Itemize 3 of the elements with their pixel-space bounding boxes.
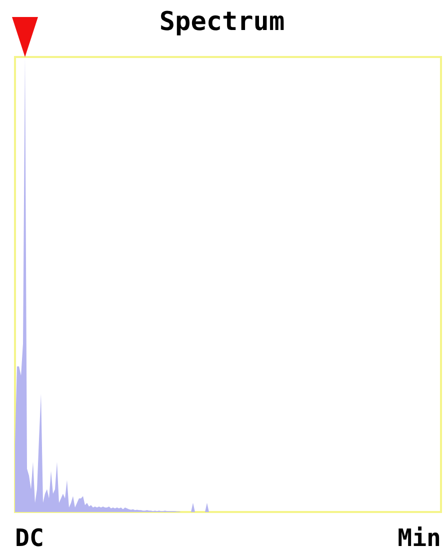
text: Min bbox=[398, 524, 441, 552]
text: DC bbox=[15, 524, 44, 552]
chart-title: Spectrum bbox=[159, 7, 285, 37]
